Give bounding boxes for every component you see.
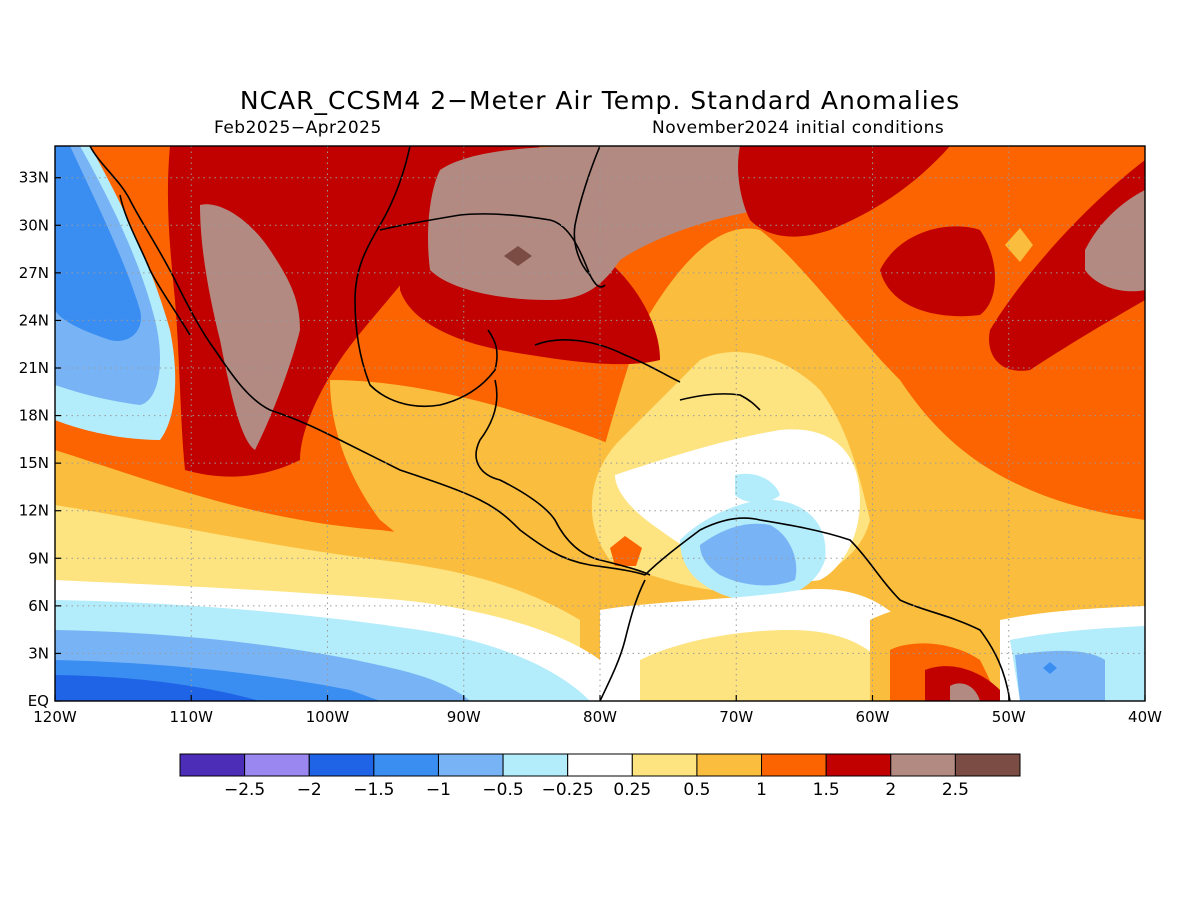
colorbar-label-6: 0.25	[613, 780, 651, 800]
field-brown-mexico	[200, 204, 300, 450]
field-pale-yellow-south-america	[640, 630, 880, 701]
lat-tick-label-9: 27N	[19, 264, 49, 282]
lat-tick-label-1: 3N	[28, 644, 49, 662]
coastline-cuba	[534, 339, 681, 383]
colorbar-label-11: 2.5	[942, 780, 969, 800]
colorbar-swatch-10	[825, 753, 892, 777]
lon-tick-label-5: 70W	[719, 708, 753, 726]
lon-tick-label-8: 40W	[1128, 708, 1162, 726]
colorbar-swatch-1	[244, 753, 310, 777]
colorbar: −2.5 −2 −1.5 −1 −0.5 −0.25 0.25 0.5 1 1.5 2 2.5	[179, 753, 1021, 800]
field-dark-red-atlantic-mid	[880, 226, 995, 317]
colorbar-swatch-6	[567, 753, 633, 777]
colorbar-label-5: −0.25	[542, 780, 594, 800]
lat-tick-label-6: 18N	[19, 407, 49, 425]
lon-tick-label-7: 50W	[992, 708, 1026, 726]
colorbar-label-8: 1	[756, 780, 767, 800]
field-brown-atlantic-east	[1085, 190, 1145, 292]
lat-tick-label-7: 21N	[19, 359, 49, 377]
field-dark-blue-pacific	[55, 675, 260, 701]
lon-tick-label-3: 90W	[447, 708, 481, 726]
field-medium-blue-atlantic-eq	[1015, 650, 1105, 701]
anomaly-field	[55, 146, 1145, 701]
colorbar-label-10: 2	[885, 780, 896, 800]
colorbar-swatch-4	[437, 753, 504, 777]
colorbar-swatch-2	[308, 753, 375, 777]
field-blue-baja	[55, 146, 141, 341]
lat-tick-label-5: 15N	[19, 454, 49, 472]
chart-title: NCAR_CCSM4 2−Meter Air Temp. Standard An…	[239, 86, 961, 115]
lon-tick-label-4: 80W	[583, 708, 617, 726]
colorbar-swatch-5	[502, 753, 569, 777]
lat-tick-label-4: 12N	[19, 502, 49, 520]
colorbar-label-4: −0.5	[482, 780, 523, 800]
initial-conditions: November2024 initial conditions	[652, 118, 945, 138]
field-dark-red-guiana	[925, 666, 1005, 701]
lat-tick-label-3: 9N	[28, 549, 49, 567]
colorbar-swatch-9	[761, 753, 827, 777]
field-dark-brown-spot	[504, 246, 532, 266]
coastline-baja	[119, 194, 191, 336]
field-medium-blue-caribbean	[700, 523, 797, 586]
coastline-us-gulf	[379, 213, 606, 288]
coastline-pacific-mexico	[89, 146, 646, 576]
coastline-colombia	[599, 579, 646, 701]
colorbar-swatch-8	[696, 753, 763, 777]
field-brown-guiana	[950, 683, 980, 701]
lat-tick-label-2: 6N	[28, 597, 49, 615]
axis-ticks: 120W 110W 100W 90W 80W 70W 60W 50W 40W EQ 3N 6N 9N 12…	[19, 169, 1162, 726]
lon-tick-label-6: 60W	[856, 708, 890, 726]
field-dark-red-atlantic-east	[989, 160, 1145, 371]
lon-tick-label-0: 120W	[33, 708, 77, 726]
colorbar-label-1: −2	[297, 780, 322, 800]
lat-tick-label-8: 24N	[19, 311, 49, 329]
map-grid	[55, 146, 1145, 701]
lon-tick-label-1: 110W	[170, 708, 214, 726]
coastlines	[89, 146, 1011, 701]
field-light-orange-blob	[1005, 228, 1033, 262]
field-blue-spot-atlantic	[1043, 662, 1057, 674]
field-light-blue-islands	[735, 473, 780, 503]
colorbar-swatch-3	[373, 753, 439, 777]
colorbar-label-9: 1.5	[813, 780, 840, 800]
coastline-florida-east	[573, 146, 601, 276]
colorbar-label-0: −2.5	[224, 780, 265, 800]
field-dark-red-atlantic-west	[738, 146, 950, 237]
colorbar-label-3: −1	[426, 780, 451, 800]
forecast-period: Feb2025−Apr2025	[214, 118, 382, 138]
coastline-hispaniola	[679, 393, 761, 411]
lon-tick-label-2: 100W	[306, 708, 350, 726]
coastline-central-america	[475, 379, 651, 576]
lat-tick-label-11: 33N	[19, 169, 49, 187]
colorbar-swatch-0	[179, 753, 246, 777]
lat-tick-label-0: EQ	[28, 692, 49, 710]
colorbar-label-7: 0.5	[683, 780, 710, 800]
coastline-south-america	[644, 517, 1011, 701]
colorbar-label-2: −1.5	[353, 780, 394, 800]
colorbar-swatch-12	[954, 753, 1021, 777]
colorbar-swatch-7	[631, 753, 698, 777]
lat-tick-label-10: 30N	[19, 216, 49, 234]
colorbar-swatch-11	[890, 753, 956, 777]
